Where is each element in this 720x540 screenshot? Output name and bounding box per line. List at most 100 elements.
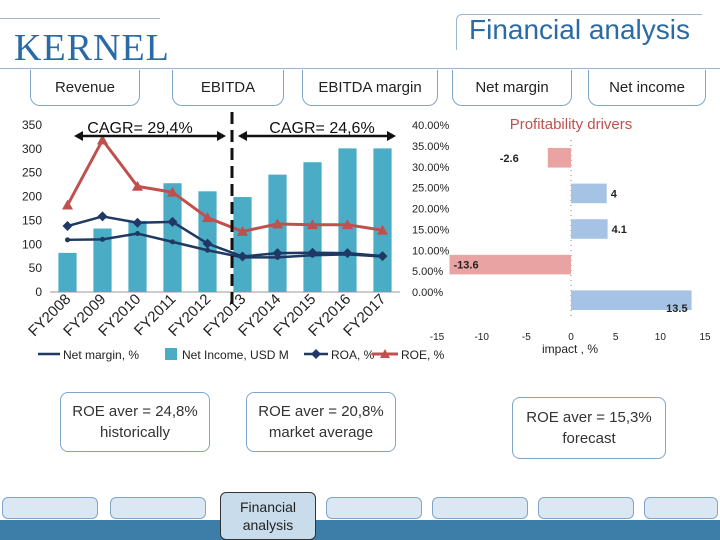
- cagr-arrow-historic-head-left: [74, 131, 83, 141]
- y-right-tick-label: 40.00%: [412, 120, 450, 132]
- title-frame: [456, 14, 702, 50]
- note-roe-market: ROE aver = 20,8% market average: [246, 392, 396, 452]
- y-right-tick-label: 10.00%: [412, 245, 450, 257]
- point-roe: [342, 219, 353, 230]
- drivers-x-tick-label: 10: [655, 332, 667, 343]
- footer-tab-7[interactable]: [644, 497, 718, 519]
- y-right-tick-label: 0.00%: [412, 287, 443, 299]
- y-left-tick-label: 0: [35, 285, 42, 299]
- legend-swatch-net-income: [165, 348, 177, 360]
- footer-tab-4[interactable]: [326, 497, 422, 519]
- series-line: [67, 215, 383, 258]
- point-roe: [167, 186, 178, 197]
- bar-net-income: [163, 183, 182, 292]
- drivers-x-tick-label: -5: [522, 332, 531, 343]
- y-right-tick-label: 15.00%: [412, 224, 450, 236]
- y-right-tick-label: 5.00%: [412, 266, 443, 278]
- cagr-historic-label: CAGR= 29,4%: [87, 120, 192, 137]
- point-roa: [237, 251, 248, 262]
- tab-net-income-label: Net income: [609, 79, 685, 96]
- bar-net-income: [58, 252, 77, 292]
- legend-swatch-roe-marker: [380, 349, 390, 358]
- note-roe-historic: ROE aver = 24,8% historically: [60, 392, 210, 452]
- bar-net-income: [128, 220, 147, 292]
- header-top-line: [0, 18, 160, 19]
- point-roe: [97, 134, 108, 145]
- tab-ebitda-label: EBITDA: [200, 79, 256, 96]
- driver-bar: [571, 290, 692, 310]
- point-roa: [167, 216, 178, 227]
- tab-revenue-label: Revenue: [54, 79, 116, 96]
- legend-swatch-roa-marker: [311, 349, 321, 359]
- point-roe: [132, 180, 143, 191]
- point-roe: [62, 199, 73, 210]
- series-line: [66, 138, 383, 233]
- footer-tab-financial-analysis[interactable]: Financial analysis: [220, 492, 316, 540]
- y-left-tick-label: 50: [29, 261, 43, 275]
- driver-bar: [547, 148, 571, 168]
- point-roe: [202, 212, 213, 223]
- point-roa: [97, 211, 108, 222]
- legend-label-net-income: Net Income, USD M: [182, 348, 289, 362]
- note-roe-forecast: ROE aver = 15,3% forecast: [512, 397, 666, 459]
- legend-label-roe: ROE, %: [401, 348, 445, 362]
- tab-ebitda-margin-label: EBITDA margin: [318, 79, 422, 96]
- tab-net-margin[interactable]: Net margin: [452, 70, 572, 106]
- point-roa: [272, 248, 283, 259]
- point-roe: [272, 218, 283, 229]
- kernel-logo: KERNEL: [14, 27, 170, 69]
- bar-net-income: [93, 228, 112, 292]
- point-net-margin: [170, 239, 175, 245]
- point-net-margin: [65, 237, 70, 243]
- y-right-tick-label: 30.00%: [412, 162, 450, 174]
- footer-bar: [0, 520, 720, 540]
- cagr-arrow-forecast-head-left: [238, 131, 247, 141]
- tab-revenue[interactable]: Revenue: [30, 70, 140, 106]
- y-right-tick-label: 35.00%: [412, 141, 450, 153]
- point-roa: [62, 221, 73, 232]
- tab-ebitda[interactable]: EBITDA: [172, 70, 284, 106]
- y-left-tick-label: 100: [22, 237, 42, 251]
- header-divider: [0, 68, 720, 69]
- y-left-tick-label: 250: [22, 166, 42, 180]
- point-roe: [377, 224, 388, 235]
- tab-net-margin-label: Net margin: [475, 79, 549, 96]
- bar-net-income: [268, 174, 287, 292]
- cagr-arrow-historic-head-right: [217, 131, 226, 141]
- tab-net-income[interactable]: Net income: [588, 70, 706, 106]
- footer-tab-2[interactable]: [110, 497, 206, 519]
- driver-value-label: 4.1: [612, 224, 627, 236]
- drivers-x-tick-label: -15: [430, 332, 445, 343]
- drivers-x-tick-label: -10: [474, 332, 489, 343]
- drivers-title: Profitability drivers: [510, 116, 633, 133]
- footer-tab-5[interactable]: [432, 497, 528, 519]
- cagr-forecast-label: CAGR= 24,6%: [269, 120, 374, 137]
- driver-value-label: 13.5: [666, 303, 687, 315]
- drivers-x-tick-label: 15: [699, 332, 711, 343]
- point-roa: [307, 247, 318, 258]
- y-left-tick-label: 300: [22, 142, 42, 156]
- point-roa: [132, 217, 143, 228]
- drivers-x-tick-label: 0: [568, 332, 574, 343]
- y-left-tick-label: 200: [22, 190, 42, 204]
- y-left-tick-label: 150: [22, 213, 42, 227]
- point-net-margin: [135, 231, 140, 237]
- tab-ebitda-margin[interactable]: EBITDA margin: [302, 70, 438, 106]
- series-line: [67, 232, 383, 259]
- point-net-margin: [100, 236, 105, 242]
- page-title: Financial analysis: [469, 14, 690, 45]
- point-roe: [307, 219, 318, 230]
- y-left-tick-label: 350: [22, 118, 42, 132]
- driver-value-label: -2.6: [500, 153, 519, 165]
- footer-tab-6[interactable]: [538, 497, 634, 519]
- y-right-tick-label: 25.00%: [412, 183, 450, 195]
- point-net-margin: [205, 247, 210, 253]
- legend-label-net-margin: Net margin, %: [63, 348, 139, 362]
- point-roa: [202, 238, 213, 249]
- legend-label-roa: ROA, %: [331, 348, 375, 362]
- footer-tab-1[interactable]: [2, 497, 98, 519]
- driver-bar: [449, 254, 571, 275]
- driver-value-label: -13.6: [454, 260, 479, 272]
- bar-net-income: [373, 148, 392, 292]
